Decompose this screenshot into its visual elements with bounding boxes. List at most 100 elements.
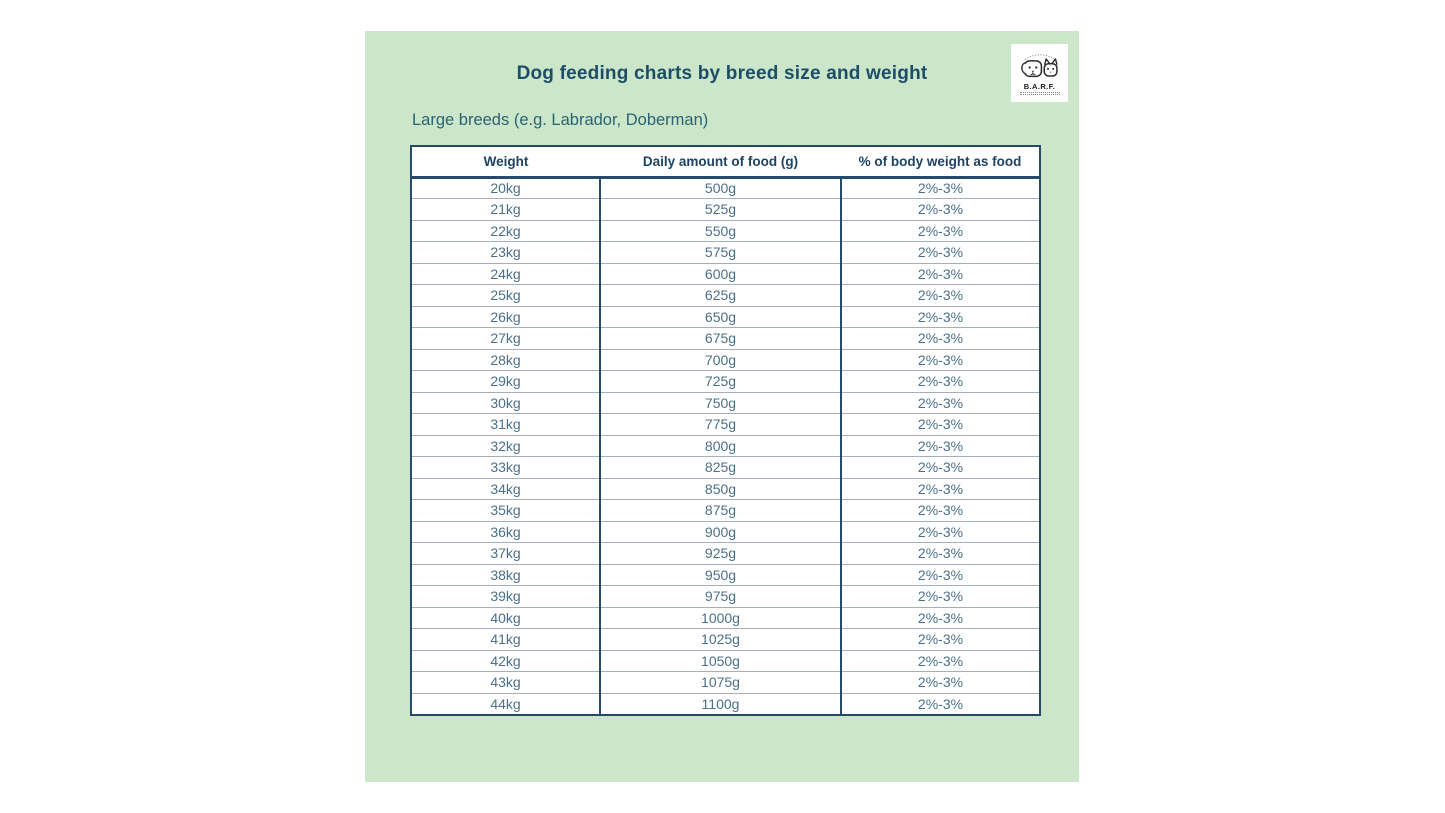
table-cell: 575g — [600, 241, 842, 263]
table-cell: 2%-3% — [841, 434, 1040, 457]
feeding-table-container: Weight Daily amount of food (g)% of body … — [410, 145, 1041, 716]
section-subtitle: Large breeds (e.g. Labrador, Doberman) — [412, 111, 709, 129]
column-header: Weight — [411, 146, 600, 179]
table-cell: 625g — [600, 284, 842, 306]
table-cell: 2%-3% — [841, 649, 1040, 672]
dog-and-cat-faces-icon — [1020, 54, 1058, 78]
table-cell: 800g — [600, 434, 842, 457]
column-header: Daily amount of food (g) — [600, 146, 841, 179]
table-row: 26kg 650g 2%-3% — [411, 305, 1040, 328]
table-cell: 2%-3% — [841, 413, 1040, 435]
table-row: 37kg 925g 2%-3% — [411, 542, 1040, 564]
table-cell: 2%-3% — [841, 241, 1040, 263]
table-cell: 825g — [600, 456, 842, 478]
table-cell: 875g — [600, 499, 842, 521]
table-cell: 2%-3% — [841, 499, 1040, 521]
table-cell: 850g — [600, 477, 842, 500]
table-cell: 38kg — [411, 563, 601, 586]
table-row: 30kg 750g 2%-3% — [411, 391, 1040, 414]
table-cell: 500g — [600, 177, 842, 199]
table-cell: 2%-3% — [841, 198, 1040, 220]
header-row: Weight Daily amount of food (g)% of body … — [411, 146, 1040, 179]
content-panel: Dog feeding charts by breed size and wei… — [365, 31, 1079, 782]
table-row: 35kg 875g 2%-3% — [411, 499, 1040, 521]
table-row: 20kg 500g 2%-3% — [411, 177, 1040, 199]
table-cell: 37kg — [411, 542, 601, 564]
table-cell: 550g — [600, 219, 842, 242]
table-row: 28kg 700g 2%-3% — [411, 348, 1040, 371]
table-row: 25kg 625g 2%-3% — [411, 284, 1040, 306]
table-cell: 2%-3% — [841, 563, 1040, 586]
table-cell: 2%-3% — [841, 219, 1040, 242]
table-cell: 750g — [600, 391, 842, 414]
table-cell: 725g — [600, 370, 842, 392]
table-row: 27kg 675g 2%-3% — [411, 327, 1040, 349]
column-header: % of body weight as food — [841, 146, 1040, 179]
table-cell: 43kg — [411, 671, 601, 693]
table-cell: 23kg — [411, 241, 601, 263]
table-row: 44kg 1100g 2%-3% — [411, 692, 1040, 715]
table-cell: 2%-3% — [841, 262, 1040, 285]
table-row: 40kg 1000g 2%-3% — [411, 606, 1040, 629]
table-cell: 775g — [600, 413, 842, 435]
table-cell: 2%-3% — [841, 477, 1040, 500]
table-cell: 2%-3% — [841, 671, 1040, 693]
page-title: Dog feeding charts by breed size and wei… — [516, 63, 928, 84]
table-cell: 2%-3% — [841, 284, 1040, 306]
table-cell: 525g — [600, 198, 842, 220]
table-cell: 40kg — [411, 606, 601, 629]
table-cell: 35kg — [411, 499, 601, 521]
table-cell: 42kg — [411, 649, 601, 672]
table-cell: 900g — [600, 520, 842, 543]
table-cell: 2%-3% — [917, 180, 964, 197]
table-row: 22kg 550g 2%-3% — [411, 219, 1040, 242]
table-row: 34kg 850g 2%-3% — [411, 477, 1040, 500]
table-row: 29kg 725g 2%-3% — [411, 370, 1040, 392]
table-cell: 2%-3% — [841, 606, 1040, 629]
table-row: 38kg 950g 2%-3% — [411, 563, 1040, 586]
table-row: 39kg 975g 2%-3% — [411, 585, 1040, 607]
table-cell: 39kg — [411, 585, 601, 607]
table-cell: 2%-3% — [841, 391, 1040, 414]
table-row: 43kg 1075g 2%-3% — [411, 671, 1040, 693]
table-row: 33kg 825g 2%-3% — [411, 456, 1040, 478]
table-cell: 975g — [600, 585, 842, 607]
table-cell: 22kg — [411, 219, 601, 242]
table-cell: 30kg — [411, 391, 601, 414]
table-row: 36kg 900g 2%-3% — [411, 520, 1040, 543]
table-cell: 24kg — [411, 262, 601, 285]
table-cell: 21kg — [411, 198, 601, 220]
table-cell: 1000g — [600, 606, 842, 629]
table-cell: 2%-3% — [841, 585, 1040, 607]
table-cell: 33kg — [411, 456, 601, 478]
feeding-table: Weight Daily amount of food (g)% of body … — [410, 145, 1041, 716]
table-row: 23kg 575g 2%-3% — [411, 241, 1040, 263]
table-row: 41kg 1025g 2%-3% — [411, 628, 1040, 650]
feeding-table-body: 20kg 500g 2%-3% 21kg 525g 2%-3% 22kg 550g 2%-3% 2… — [411, 177, 1040, 715]
table-cell: 1050g — [600, 649, 842, 672]
table-cell: 27kg — [411, 327, 601, 349]
table-row: 32kg 800g 2%-3% — [411, 434, 1040, 457]
table-cell: 650g — [600, 305, 842, 328]
table-row: 21kg 525g 2%-3% — [411, 198, 1040, 220]
table-row: 42kg 1050g 2%-3% — [411, 649, 1040, 672]
table-row: 31kg 775g 2%-3% — [411, 413, 1040, 435]
table-cell: 32kg — [411, 434, 601, 457]
table-cell: 29kg — [411, 370, 601, 392]
table-cell: 2%-3% — [841, 628, 1040, 650]
table-cell: 28kg — [411, 348, 601, 371]
table-cell: 31kg — [411, 413, 601, 435]
feeding-table-head: Weight Daily amount of food (g)% of body … — [411, 146, 1040, 179]
table-cell: 2%-3% — [841, 520, 1040, 543]
brand-logo: B.A.R.F. — [1011, 44, 1068, 102]
table-cell: 44kg — [411, 692, 601, 715]
table-cell: 925g — [600, 542, 842, 564]
table-cell: 2%-3% — [841, 305, 1040, 328]
table-cell: 2%-3% — [841, 370, 1040, 392]
table-row: 24kg 600g 2%-3% — [411, 262, 1040, 285]
table-cell: 2%-3% — [841, 327, 1040, 349]
table-cell: 26kg — [411, 305, 601, 328]
table-cell: 20kg — [411, 177, 601, 199]
table-cell: 41kg — [411, 628, 601, 650]
